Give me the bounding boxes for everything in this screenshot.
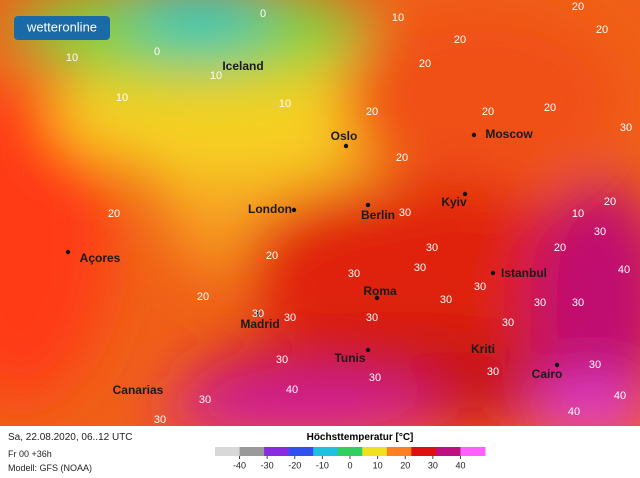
color-swatch xyxy=(239,447,265,456)
contour-label: 10 xyxy=(66,52,78,64)
contour-label: 30 xyxy=(252,308,264,320)
city-label: Cairo xyxy=(532,367,563,381)
color-swatch xyxy=(264,447,290,456)
color-swatch xyxy=(460,447,486,456)
contour-label: 30 xyxy=(572,297,584,309)
color-swatch xyxy=(288,447,314,456)
tick-label: -20 xyxy=(288,460,301,470)
date: Sa, 22.08.2020, 06..12 UTC xyxy=(8,432,133,443)
contour-label: 30 xyxy=(276,354,288,366)
contour-label: 20 xyxy=(544,102,556,114)
brand: wetteronline xyxy=(26,19,97,34)
city-dot xyxy=(471,132,477,138)
logo xyxy=(14,16,110,40)
city-dot xyxy=(462,191,468,197)
city-label: Kriti xyxy=(471,342,495,356)
contour-label: 20 xyxy=(454,34,466,46)
city-label: Açores xyxy=(80,251,121,265)
contour-label: 10 xyxy=(279,98,291,110)
run: Fr 00 +36h xyxy=(8,449,52,459)
contour-label: 30 xyxy=(154,414,166,426)
tick-label: -10 xyxy=(316,460,329,470)
contour-label: 30 xyxy=(474,281,486,293)
contour-label: 30 xyxy=(534,297,546,309)
contour-label: 40 xyxy=(286,384,298,396)
city-dot xyxy=(365,347,371,353)
color-swatch xyxy=(386,447,412,456)
contour-label: 20 xyxy=(482,106,494,118)
tick-label: 10 xyxy=(373,460,383,470)
contour-label: 30 xyxy=(589,359,601,371)
city-dot xyxy=(365,202,371,208)
color-swatch xyxy=(313,447,339,456)
contour-label: 30 xyxy=(426,242,438,254)
city-dot xyxy=(255,311,261,317)
city-label: Berlin xyxy=(361,208,395,222)
color-swatch xyxy=(337,447,363,456)
tick-label: 40 xyxy=(455,460,465,470)
legend: -40 -30 -20 -10 0 10 20 30 40 xyxy=(215,447,486,470)
city-dot xyxy=(490,270,496,276)
city-label: Moscow xyxy=(485,127,533,141)
city-dot xyxy=(374,295,380,301)
contour-label: 20 xyxy=(419,58,431,70)
contour-label: 30 xyxy=(440,294,452,306)
contour-label: 20 xyxy=(266,250,278,262)
contour-label: 30 xyxy=(487,366,499,378)
color-swatch xyxy=(435,447,461,456)
contour-label: 10 xyxy=(572,208,584,220)
color-swatch xyxy=(411,447,437,456)
contour-label: 0 xyxy=(154,46,160,58)
contour-label: 40 xyxy=(618,264,630,276)
contour-label: 20 xyxy=(554,242,566,254)
contour-label: 40 xyxy=(568,406,580,418)
city-label: Oslo xyxy=(331,129,358,143)
tick-label: 20 xyxy=(400,460,410,470)
contour-label: 0 xyxy=(260,8,266,20)
contour-label: 30 xyxy=(366,312,378,324)
legend-title: Höchsttemperatur [°C] xyxy=(306,432,414,443)
city-label: Istanbul xyxy=(501,266,547,280)
contour-label: 30 xyxy=(348,268,360,280)
city-label: Kyiv xyxy=(441,195,467,209)
contour-label: 30 xyxy=(414,262,426,274)
color-swatch xyxy=(362,447,388,456)
contour-label: 40 xyxy=(614,390,626,402)
contour-label: 20 xyxy=(366,106,378,118)
contour-label: 10 xyxy=(116,92,128,104)
tick-label: -40 xyxy=(233,460,246,470)
contour-label: 20 xyxy=(572,1,584,13)
color-swatch xyxy=(215,447,241,456)
city-dot xyxy=(554,362,560,368)
tick-label: -30 xyxy=(261,460,274,470)
tick-label: 0 xyxy=(347,460,352,470)
contour-label: 30 xyxy=(369,372,381,384)
contour-label: 30 xyxy=(620,122,632,134)
contour-label: 30 xyxy=(502,317,514,329)
contour-label: 10 xyxy=(392,12,404,24)
map: wetteronline Iceland Oslo Moscow London Berl… xyxy=(0,0,640,426)
city-dot xyxy=(291,207,297,213)
city-label: Roma xyxy=(363,284,397,298)
contour-label: 30 xyxy=(284,312,296,324)
contour-label: 10 xyxy=(210,70,222,82)
city-dot xyxy=(343,143,349,149)
model: Modell: GFS (NOAA) xyxy=(8,463,93,473)
contour-label: 30 xyxy=(399,207,411,219)
tick-label: 30 xyxy=(428,460,438,470)
contour-label: 20 xyxy=(604,196,616,208)
contour-label: 20 xyxy=(197,291,209,303)
contour-label: 20 xyxy=(596,24,608,36)
city-label: London xyxy=(248,202,292,216)
city-dot xyxy=(65,249,71,255)
city-label: Iceland xyxy=(222,59,263,73)
contour-label: 20 xyxy=(108,208,120,220)
contour-label: 30 xyxy=(199,394,211,406)
contour-label: 30 xyxy=(594,226,606,238)
contour-label: 20 xyxy=(396,152,408,164)
city-label: Tunis xyxy=(334,351,365,365)
city-label: Madrid xyxy=(240,317,279,331)
city-label: Canarias xyxy=(113,383,164,397)
